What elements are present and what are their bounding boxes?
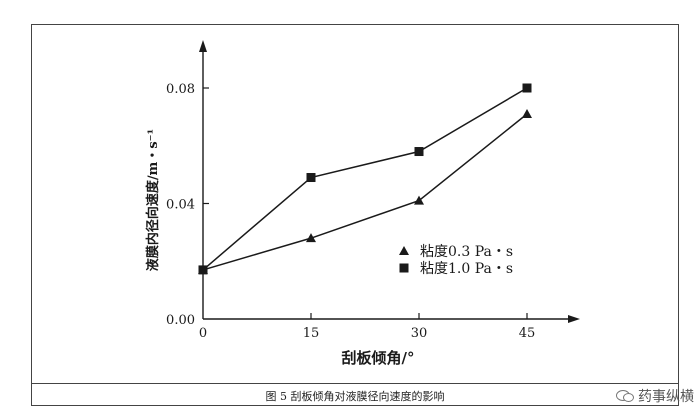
data-point-1-3 xyxy=(522,83,532,93)
x-axis-label: 刮板倾角/° xyxy=(342,349,415,367)
figure-caption: 图 5 刮板倾角对液膜径向速度的影响 xyxy=(265,390,445,403)
data-point-0-3 xyxy=(522,108,532,118)
legend-label-0: 粘度0.3 Pa・s xyxy=(420,244,513,260)
x-tick-label: 15 xyxy=(303,326,320,341)
data-point-1-0 xyxy=(198,265,208,275)
y-axis-arrow xyxy=(199,40,207,52)
y-tick-label: 0.04 xyxy=(166,198,195,213)
x-tick-label: 45 xyxy=(519,326,536,341)
wechat-icon xyxy=(616,389,634,403)
watermark-text: 药事纵横 xyxy=(638,389,694,405)
data-point-0-2 xyxy=(414,195,424,205)
x-axis-arrow xyxy=(568,315,580,323)
x-tick-label: 0 xyxy=(199,326,207,341)
legend-marker-1 xyxy=(399,263,409,273)
data-point-1-2 xyxy=(414,147,424,157)
y-tick-label: 0.08 xyxy=(166,82,195,97)
series-line-0 xyxy=(202,113,528,271)
series-line-1 xyxy=(202,87,528,271)
x-tick-label: 30 xyxy=(411,326,428,341)
data-point-1-1 xyxy=(306,173,316,183)
y-tick-label: 0.00 xyxy=(166,313,195,328)
legend-marker-0 xyxy=(399,246,409,255)
caption-bar: 图 5 刮板倾角对液膜径向速度的影响 xyxy=(31,383,679,406)
legend-label-1: 粘度1.0 Pa・s xyxy=(420,261,513,277)
figure-frame xyxy=(31,24,679,406)
watermark: 药事纵横 xyxy=(616,386,694,406)
data-point-0-1 xyxy=(306,233,316,243)
y-axis-label: 液膜内径向速度/m・s⁻¹ xyxy=(145,129,161,271)
